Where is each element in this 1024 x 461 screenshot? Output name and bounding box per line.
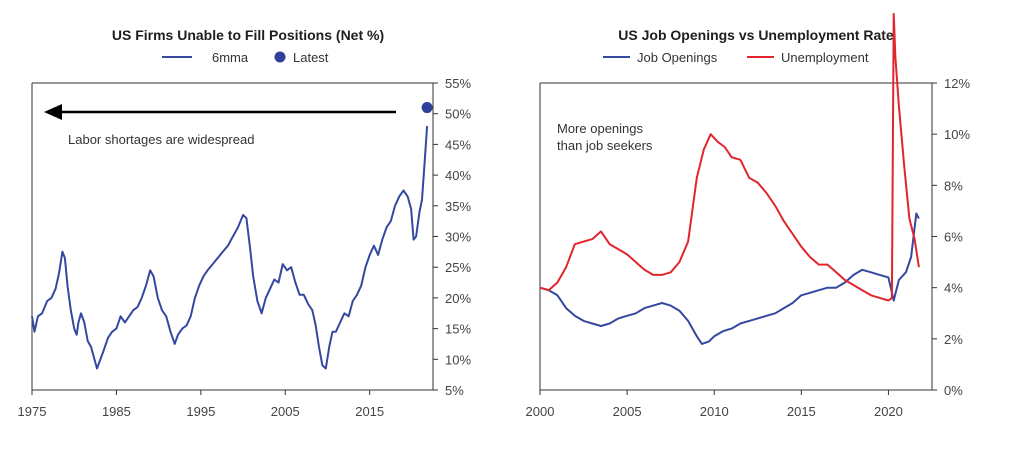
legend-label-job-openings: Job Openings — [637, 50, 718, 65]
chart-firms-unable-to-fill: US Firms Unable to Fill Positions (Net %… — [18, 27, 472, 419]
y-tick-label: 35% — [445, 199, 471, 214]
annotation-line-2: than job seekers — [557, 138, 653, 153]
y-tick-label: 4% — [944, 281, 963, 296]
y-tick-label: 10% — [445, 352, 471, 367]
series-group — [539, 12, 920, 345]
series-group — [31, 102, 433, 370]
y-tick-label: 6% — [944, 230, 963, 245]
legend-label-unemployment: Unemployment — [781, 50, 869, 65]
y-tick-label: 25% — [445, 260, 471, 275]
legend-swatch-latest — [274, 51, 286, 63]
latest-point — [421, 102, 433, 114]
x-ticks: 2000 2005 2010 2015 2020 — [526, 390, 903, 419]
chart-title: US Firms Unable to Fill Positions (Net %… — [112, 27, 384, 43]
y-tick-label: 20% — [445, 291, 471, 306]
legend: 6mma Latest — [162, 50, 329, 65]
series-line-6mma — [31, 125, 429, 370]
y-tick-label: 10% — [944, 127, 970, 142]
x-ticks: 1975 1985 1995 2005 2015 — [18, 390, 384, 419]
x-tick-label: 1975 — [18, 404, 47, 419]
y-ticks: 0% 2% 4% 6% 8% 10% 12% — [932, 76, 970, 398]
chart-title: US Job Openings vs Unemployment Rate — [618, 27, 894, 43]
x-tick-label: 1995 — [186, 404, 215, 419]
legend-label-latest: Latest — [293, 50, 329, 65]
arrow-head-icon — [44, 104, 62, 120]
x-tick-label: 2010 — [700, 404, 729, 419]
x-tick-label: 2015 — [355, 404, 384, 419]
annotation-line-1: More openings — [557, 121, 643, 136]
x-tick-label: 2015 — [787, 404, 816, 419]
chart-job-openings-vs-unemployment: US Job Openings vs Unemployment Rate Job… — [526, 12, 970, 419]
y-tick-label: 8% — [944, 178, 963, 193]
legend: Job Openings Unemployment — [603, 50, 869, 65]
annotation-text: Labor shortages are widespread — [68, 132, 254, 147]
arrow-annotation: Labor shortages are widespread — [44, 104, 396, 147]
y-ticks: 5% 10% 15% 20% 25% 30% 35% 40% 45% 50% 55% — [433, 76, 471, 398]
y-tick-label: 2% — [944, 332, 963, 347]
y-tick-label: 40% — [445, 168, 471, 183]
y-tick-label: 12% — [944, 76, 970, 91]
y-tick-label: 45% — [445, 137, 471, 152]
x-tick-label: 2005 — [613, 404, 642, 419]
x-tick-label: 2000 — [526, 404, 555, 419]
legend-label-6mma: 6mma — [212, 50, 249, 65]
y-tick-label: 5% — [445, 383, 464, 398]
series-line-job-openings — [539, 212, 920, 345]
y-tick-label: 55% — [445, 76, 471, 91]
y-tick-label: 0% — [944, 383, 963, 398]
x-tick-label: 2005 — [271, 404, 300, 419]
y-tick-label: 30% — [445, 230, 471, 245]
series-line-unemployment — [539, 12, 920, 302]
x-tick-label: 2020 — [874, 404, 903, 419]
x-tick-label: 1985 — [102, 404, 131, 419]
y-tick-label: 50% — [445, 107, 471, 122]
y-tick-label: 15% — [445, 322, 471, 337]
